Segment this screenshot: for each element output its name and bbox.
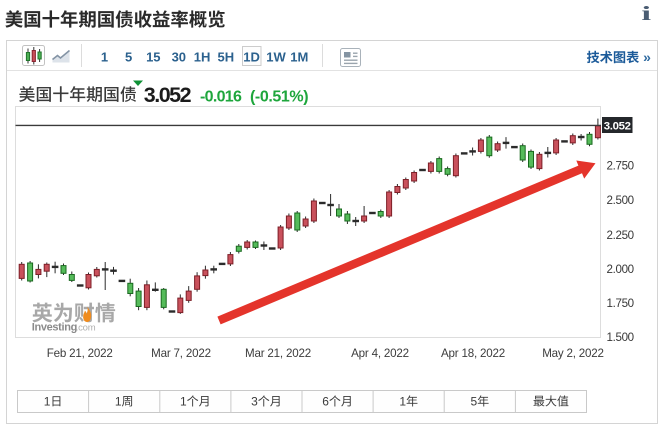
svg-text:Investing: Investing [32,322,77,334]
svg-text:1: 1 [115,395,122,409]
svg-text:-0.016: -0.016 [200,89,242,106]
svg-text:6: 6 [322,395,329,409]
svg-text:1: 1 [101,50,108,65]
svg-text:2.750: 2.750 [607,160,634,173]
svg-text:»: » [643,49,651,65]
svg-text:3: 3 [251,395,258,409]
svg-text:3.052: 3.052 [604,120,631,132]
svg-text:Mar 7, 2022: Mar 7, 2022 [151,347,211,360]
svg-text:3.052: 3.052 [144,83,192,107]
svg-text:5: 5 [470,395,477,409]
svg-text:(-0.51%): (-0.51%) [250,89,308,106]
svg-text:1H: 1H [194,50,211,65]
svg-text:May 2, 2022: May 2, 2022 [542,347,604,360]
svg-text:2.250: 2.250 [607,229,634,242]
svg-text:1M: 1M [290,50,308,65]
svg-text:Mar 21, 2022: Mar 21, 2022 [245,347,311,360]
svg-text:1D: 1D [243,50,260,65]
svg-text:Apr 4, 2022: Apr 4, 2022 [351,347,409,360]
svg-text:1.500: 1.500 [607,331,634,344]
svg-text:15: 15 [146,50,160,65]
svg-text:.com: .com [76,323,96,334]
svg-text:5H: 5H [217,50,234,65]
svg-text:1: 1 [44,395,51,409]
svg-text:2.500: 2.500 [607,194,634,207]
svg-text:30: 30 [172,50,186,65]
svg-text:2.000: 2.000 [607,263,634,276]
svg-text:5: 5 [125,50,132,65]
svg-text:1: 1 [399,395,406,409]
svg-text:Apr 18, 2022: Apr 18, 2022 [441,347,505,360]
svg-text:Feb 21, 2022: Feb 21, 2022 [47,347,113,360]
svg-text:i: i [641,3,651,25]
svg-text:1W: 1W [266,50,286,65]
svg-text:1: 1 [180,395,187,409]
svg-text:1.750: 1.750 [607,297,634,310]
